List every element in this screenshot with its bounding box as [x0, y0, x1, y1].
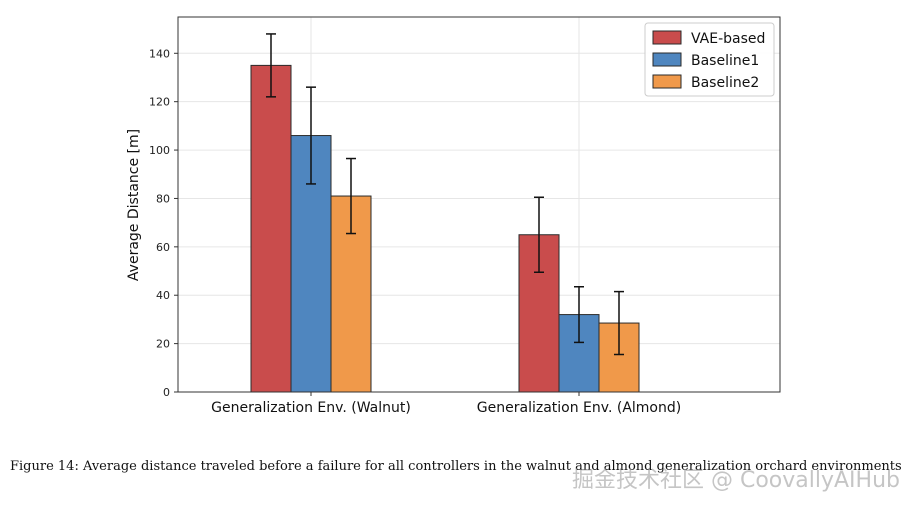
- error-bar: [614, 290, 624, 356]
- legend-label: Baseline2: [691, 75, 759, 91]
- error-bar: [574, 286, 584, 344]
- y-tick-label: 120: [149, 96, 170, 109]
- legend-label: Baseline1: [691, 53, 759, 69]
- error-bar: [306, 86, 316, 185]
- legend: VAE-based Baseline1 Baseline2: [644, 22, 775, 97]
- x-category-label: Generalization Env. (Almond): [477, 400, 681, 416]
- error-bar: [346, 157, 356, 235]
- plot-frame: [177, 16, 781, 393]
- error-bar: [266, 33, 276, 98]
- x-category-label: Generalization Env. (Walnut): [211, 400, 411, 416]
- bar-vae-based-0: [250, 64, 292, 393]
- y-tick-label: 20: [156, 338, 170, 351]
- y-tick-label: 60: [156, 241, 170, 254]
- legend-swatch: [652, 30, 682, 45]
- y-tick-label: 40: [156, 289, 170, 302]
- x-axis-categories: Generalization Env. (Walnut) Generalizati…: [211, 392, 681, 416]
- y-tick-label: 140: [149, 47, 170, 60]
- y-tick-label: 100: [149, 144, 170, 157]
- legend-swatch: [652, 74, 682, 89]
- error-bars: [266, 33, 624, 356]
- y-tick-label: 80: [156, 192, 170, 205]
- bar-chart: 0 20 40 60 80 100 120 140 Generalization Env. (…: [126, 16, 781, 416]
- y-axis-label: Average Distance [m]: [126, 129, 142, 281]
- figure-caption: Figure 14: Average distance traveled bef…: [10, 459, 902, 474]
- watermark: 掘金技术社区 @ CoovallyAIHub: [571, 468, 900, 493]
- legend-swatch: [652, 52, 682, 67]
- error-bar: [534, 196, 544, 273]
- y-axis-ticks: 0 20 40 60 80 100 120 140: [149, 47, 178, 399]
- y-tick-label: 0: [163, 386, 170, 399]
- legend-label: VAE-based: [691, 31, 765, 47]
